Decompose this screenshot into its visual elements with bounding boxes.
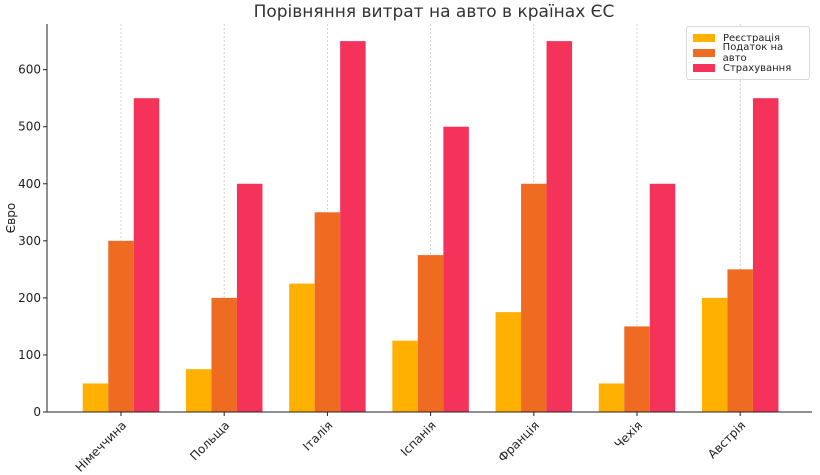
- grid-lines: [120, 24, 741, 412]
- bar: [727, 269, 753, 412]
- legend-swatch: [693, 49, 715, 57]
- y-axis-label: Євро: [4, 203, 18, 233]
- legend-label: Реєстрація: [723, 32, 781, 44]
- y-tick-label: 100: [18, 348, 41, 362]
- x-tick-label: Німеччина: [73, 418, 130, 475]
- legend: Реєстрація Податок на авто Страхування: [686, 26, 810, 80]
- bar: [289, 283, 315, 412]
- bar: [82, 383, 109, 412]
- axes: [46, 24, 812, 413]
- legend-item-car-tax: Податок на авто: [693, 42, 809, 64]
- x-tick-label: Польща: [187, 418, 232, 463]
- bar: [314, 212, 341, 412]
- bar: [701, 297, 728, 412]
- bar: [211, 297, 237, 412]
- y-tick-label: 200: [18, 291, 41, 305]
- y-tick-label: 400: [18, 177, 41, 191]
- x-tick-label: Австрія: [705, 418, 748, 461]
- legend-swatch: [693, 64, 715, 72]
- y-tick-label: 0: [33, 405, 41, 419]
- x-tick-label: Франція: [495, 418, 542, 465]
- legend-label: Податок на авто: [722, 42, 784, 64]
- y-ticks: 0 100 200 300 400 500 600: [18, 63, 47, 419]
- y-tick-label: 300: [18, 234, 41, 248]
- bar: [133, 98, 160, 413]
- y-tick-label: 500: [18, 120, 41, 134]
- bar: [340, 41, 366, 412]
- bar: [417, 255, 444, 412]
- bar: [598, 383, 625, 412]
- legend-swatch: [693, 34, 715, 42]
- legend-item-insurance: Страхування: [693, 61, 791, 75]
- bar: [649, 183, 676, 412]
- x-tick-label: Італія: [300, 418, 335, 453]
- bar: [752, 98, 779, 413]
- bar: [185, 369, 212, 412]
- bar: [236, 183, 263, 412]
- legend-item-registration: Реєстрація: [693, 31, 780, 45]
- bar: [392, 340, 418, 412]
- x-tick-label: Іспанія: [398, 418, 439, 459]
- x-ticks: Німеччина Польща Італія Іспанія Франція Чехія…: [73, 412, 748, 475]
- chart-title: Порівняння витрат на авто в країнах ЄС: [253, 2, 615, 22]
- bars: [82, 41, 779, 413]
- bar: [624, 326, 650, 412]
- legend-label: Страхування: [723, 62, 792, 74]
- bar: [521, 183, 547, 412]
- bar: [108, 240, 134, 412]
- x-tick-label: Чехія: [612, 418, 645, 451]
- y-tick-label: 600: [18, 63, 41, 77]
- bar: [495, 312, 522, 412]
- bar: [546, 41, 573, 412]
- bar: [443, 126, 469, 413]
